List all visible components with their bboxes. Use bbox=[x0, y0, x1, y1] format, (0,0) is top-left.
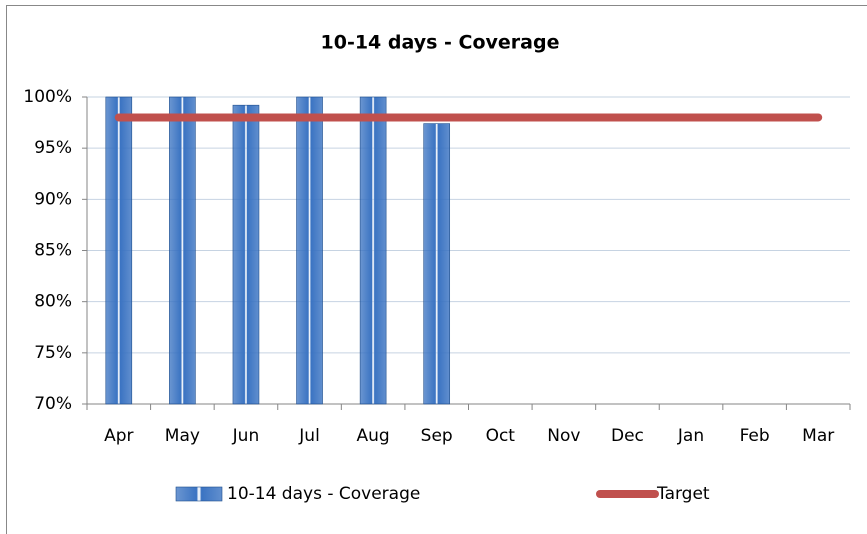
x-tick-label: Feb bbox=[740, 426, 770, 446]
x-tick-label: Sep bbox=[421, 426, 453, 446]
x-tick-label: Nov bbox=[547, 426, 580, 446]
bar bbox=[105, 96, 133, 405]
y-tick-label: 80% bbox=[34, 292, 72, 312]
bar bbox=[423, 123, 451, 405]
x-tick-label: Jul bbox=[298, 426, 320, 446]
bar bbox=[359, 96, 387, 405]
x-tick-label: Aug bbox=[357, 426, 390, 446]
legend-swatch bbox=[175, 486, 223, 502]
y-tick-label: 85% bbox=[34, 241, 72, 261]
chart-title: 10-14 days - Coverage bbox=[321, 32, 560, 54]
bar bbox=[296, 96, 323, 405]
y-tick-label: 95% bbox=[34, 138, 72, 158]
x-tick-label: Oct bbox=[486, 426, 516, 446]
y-tick-label: 75% bbox=[34, 343, 72, 363]
legend-label: Target bbox=[656, 484, 710, 504]
y-tick-label: 90% bbox=[34, 189, 72, 209]
x-tick-label: May bbox=[165, 426, 200, 446]
y-tick-label: 100% bbox=[23, 87, 72, 107]
x-tick-label: Mar bbox=[802, 426, 834, 446]
x-tick-label: Apr bbox=[104, 426, 133, 446]
y-tick-label: 70% bbox=[34, 394, 72, 414]
legend-label: 10-14 days - Coverage bbox=[227, 484, 420, 504]
x-tick-label: Dec bbox=[611, 426, 644, 446]
x-tick-label: Jun bbox=[232, 426, 260, 446]
x-tick-label: Jan bbox=[677, 426, 704, 446]
bar bbox=[169, 96, 196, 405]
bar bbox=[232, 104, 260, 405]
